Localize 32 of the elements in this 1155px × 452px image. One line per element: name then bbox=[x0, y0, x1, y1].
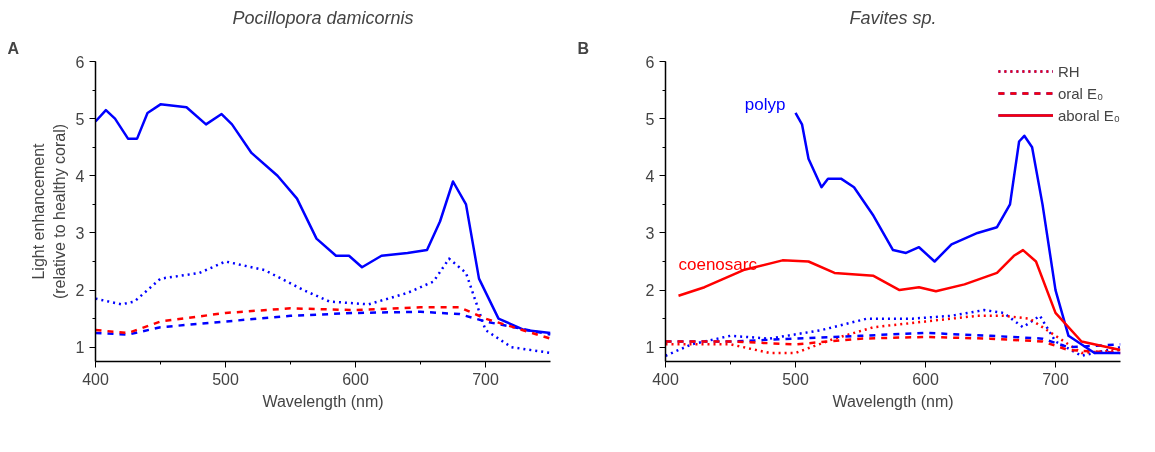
y-tick-label: 3 bbox=[645, 224, 655, 242]
x-tick-label: 500 bbox=[212, 370, 239, 388]
x-tick-label: 400 bbox=[82, 370, 109, 388]
x-tick-label: 500 bbox=[782, 370, 809, 388]
text: B bbox=[577, 39, 590, 57]
x-axis-title: Wavelength (nm) bbox=[262, 392, 384, 410]
legend-label: RH bbox=[1057, 62, 1080, 80]
x-tick-label: 700 bbox=[472, 370, 499, 388]
x-tick-label: 600 bbox=[342, 370, 369, 388]
legend-label: aboral E₀ bbox=[1057, 106, 1120, 124]
y-tick-label: 3 bbox=[75, 224, 85, 242]
y-tick-label: 5 bbox=[75, 110, 85, 128]
chart-title: Pocillopora damicornis bbox=[232, 7, 414, 28]
x-axis-title: Wavelength (nm) bbox=[832, 392, 954, 410]
annotation: coenosarc bbox=[678, 254, 758, 274]
y-tick-label: 1 bbox=[75, 339, 85, 357]
legend-label: oral E₀ bbox=[1057, 84, 1104, 102]
y-tick-label: 2 bbox=[645, 282, 655, 300]
y-tick-label: 2 bbox=[75, 282, 85, 300]
y-tick-label: 4 bbox=[645, 167, 655, 185]
text: A bbox=[7, 39, 20, 57]
chart-title: Favites sp. bbox=[849, 7, 937, 28]
x-tick-label: 700 bbox=[1042, 370, 1069, 388]
y-tick-label: 6 bbox=[645, 53, 655, 71]
x-tick-label: 600 bbox=[912, 370, 939, 388]
y-tick-label: 6 bbox=[75, 53, 85, 71]
y-tick-label: 5 bbox=[645, 110, 655, 128]
annotation: polyp bbox=[744, 95, 786, 115]
x-tick-label: 400 bbox=[652, 370, 679, 388]
y-tick-label: 1 bbox=[645, 339, 655, 357]
y-axis-title: Light enhancement (relative to healthy coral) bbox=[30, 123, 68, 300]
y-tick-label: 4 bbox=[75, 167, 85, 185]
